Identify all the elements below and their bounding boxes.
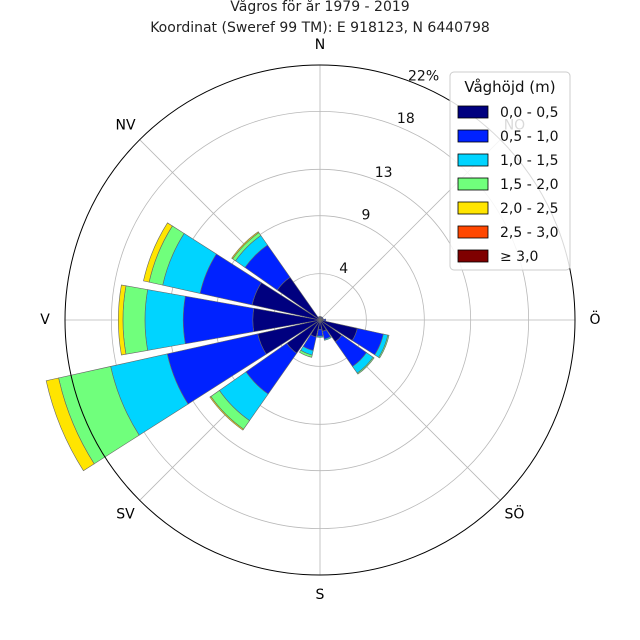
legend-label: 1,5 - 2,0 [500, 177, 558, 193]
rose-bar-segment [144, 289, 186, 351]
legend-swatch [457, 225, 489, 239]
radial-tick-label: 22% [408, 68, 439, 84]
legend-swatch [457, 201, 489, 215]
rose-bar-segment [299, 349, 313, 358]
direction-label: Ö [589, 310, 600, 328]
rose-bar-segment [356, 356, 375, 375]
legend-label: 0,5 - 1,0 [500, 129, 558, 145]
polar-frame [64, 64, 576, 576]
chart-subtitle: Koordinat (Sweref 99 TM): E 918123, N 64… [150, 20, 490, 36]
rose-bar-segment [231, 231, 260, 260]
legend-label: 2,0 - 2,5 [500, 201, 558, 217]
rose-bars [45, 222, 390, 472]
direction-label: SÖ [505, 504, 525, 522]
rose-bar-segment [378, 334, 390, 359]
legend-label: 0,0 - 0,5 [500, 105, 558, 121]
chart-title: Vågros för år 1979 - 2019 [230, 0, 409, 15]
radial-tick-labels: 4 9 13 18 22% [339, 68, 439, 277]
radial-tick-label: 13 [375, 165, 393, 181]
rose-bar-segment [45, 377, 95, 472]
legend-swatch [457, 105, 489, 119]
direction-label: N [315, 37, 325, 53]
legend-title: Våghöjd (m) [464, 78, 555, 96]
legend-swatch [457, 177, 489, 191]
radial-tick-label: 18 [397, 111, 415, 127]
radial-tick-label: 9 [361, 208, 370, 224]
direction-label: S [316, 587, 325, 603]
rose-bar-segment [323, 336, 332, 341]
radial-tick-label: 4 [339, 261, 348, 277]
direction-label: SV [116, 506, 135, 522]
rose-bar-segment [317, 316, 320, 319]
legend-swatch [457, 129, 489, 143]
rose-bar-segment [122, 285, 148, 355]
rose-bar-segment [183, 295, 255, 345]
direction-label: V [40, 312, 50, 328]
legend-label: 2,5 - 3,0 [500, 225, 558, 241]
legend-label: 1,0 - 1,5 [500, 153, 558, 169]
legend: Våghöjd (m) 0,0 - 0,5 0,5 - 1,0 1,0 - 1,5 1,… [449, 71, 571, 271]
rose-bar-segment [209, 396, 244, 431]
legend-label: ≥ 3,0 [500, 249, 538, 265]
legend-box [449, 71, 571, 271]
rose-bar-segment [143, 222, 173, 283]
rose-bar-segment [118, 284, 127, 356]
legend-swatch [457, 153, 489, 167]
legend-swatch [457, 249, 489, 263]
direction-label: NV [116, 118, 136, 134]
rose-bar-segment [316, 335, 324, 338]
